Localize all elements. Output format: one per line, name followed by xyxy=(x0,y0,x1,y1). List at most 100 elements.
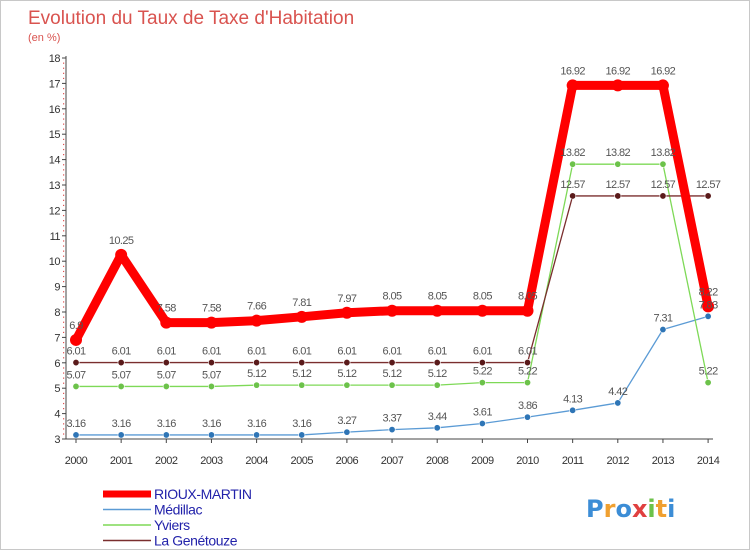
y-tick-label: 9 xyxy=(54,282,60,294)
y-minor-tick xyxy=(63,321,65,323)
y-minor-tick xyxy=(63,199,65,201)
data-point xyxy=(433,381,441,389)
data-point xyxy=(295,310,308,323)
y-tick-label: 15 xyxy=(49,129,61,141)
logo-letter: t xyxy=(656,495,667,523)
y-minor-tick xyxy=(63,402,65,405)
y-tick-label: 14 xyxy=(49,155,61,167)
x-tick-label: 2014 xyxy=(697,455,720,467)
data-point xyxy=(253,431,261,439)
y-minor-tick xyxy=(63,169,65,171)
data-label: 7.97 xyxy=(337,293,356,305)
y-minor-tick xyxy=(63,164,65,166)
y-minor-tick xyxy=(63,255,65,257)
y-minor-tick xyxy=(63,250,65,252)
data-point xyxy=(162,359,170,367)
data-point xyxy=(72,359,80,367)
logo-letter: i xyxy=(647,495,655,523)
data-label: 6.9 xyxy=(69,320,83,332)
x-tick-label: 2000 xyxy=(65,455,88,467)
data-label: 12.57 xyxy=(696,179,721,191)
data-label: 5.12 xyxy=(247,368,266,380)
y-minor-tick xyxy=(63,397,65,400)
data-label: 3.61 xyxy=(473,407,492,419)
y-minor-tick xyxy=(63,377,65,379)
y-tick-label: 10 xyxy=(49,256,61,268)
data-label: 3.16 xyxy=(66,418,85,430)
data-point xyxy=(253,381,261,389)
data-point xyxy=(476,304,489,317)
data-point xyxy=(250,314,263,327)
data-point xyxy=(523,359,531,367)
data-label: 3.16 xyxy=(292,418,311,430)
data-point xyxy=(117,382,125,390)
data-label: 6.01 xyxy=(112,346,131,358)
data-point xyxy=(521,304,534,317)
data-label: 5.12 xyxy=(383,368,402,380)
data-label: 13.82 xyxy=(606,147,631,159)
data-label: 6.01 xyxy=(518,346,537,358)
data-label: 12.57 xyxy=(560,179,585,191)
data-point xyxy=(343,381,351,389)
x-tick-label: 2011 xyxy=(562,455,584,467)
y-tick-label: 6 xyxy=(54,358,60,370)
data-point xyxy=(523,413,531,421)
y-minor-tick xyxy=(63,296,65,298)
x-tick-label: 2010 xyxy=(516,455,539,467)
data-point xyxy=(478,420,486,428)
data-point xyxy=(207,359,215,367)
x-tick-label: 2004 xyxy=(245,455,268,467)
y-tick-label: 13 xyxy=(49,180,61,192)
data-point xyxy=(117,431,125,439)
x-tick-label: 2012 xyxy=(607,455,630,467)
data-label: 7.31 xyxy=(653,313,672,325)
y-minor-tick xyxy=(63,128,65,130)
y-minor-tick xyxy=(63,113,65,115)
y-minor-tick xyxy=(63,87,65,90)
data-point xyxy=(478,379,486,387)
series-2 xyxy=(72,160,712,390)
data-label: 13.82 xyxy=(651,147,676,159)
data-label: 16.92 xyxy=(651,65,676,77)
legend-label: La Genétouze xyxy=(154,533,238,549)
data-point xyxy=(704,379,712,387)
data-point xyxy=(614,160,622,168)
data-point xyxy=(659,160,667,168)
data-label: 7.81 xyxy=(292,297,311,309)
logo-letter: P xyxy=(586,495,604,523)
y-minor-tick xyxy=(63,408,65,410)
data-label: 7.83 xyxy=(699,299,718,311)
x-tick-label: 2013 xyxy=(652,455,675,467)
data-point xyxy=(72,431,80,439)
y-minor-tick xyxy=(63,331,65,334)
data-label: 3.16 xyxy=(112,418,131,430)
y-tick-label: 11 xyxy=(50,231,61,243)
y-minor-tick xyxy=(63,433,65,435)
x-tick-label: 2003 xyxy=(200,455,223,467)
data-point xyxy=(253,359,261,367)
data-label: 3.16 xyxy=(247,418,266,430)
y-minor-tick xyxy=(63,62,65,64)
data-label: 10.25 xyxy=(109,235,134,247)
data-label: 13.82 xyxy=(560,147,585,159)
data-label: 3.16 xyxy=(202,418,221,430)
data-point xyxy=(569,192,577,200)
data-label: 3.37 xyxy=(383,413,402,425)
data-label: 6.01 xyxy=(383,346,402,358)
y-minor-tick xyxy=(63,382,65,384)
y-minor-tick xyxy=(63,77,65,80)
y-tick-label: 12 xyxy=(49,205,61,217)
data-point xyxy=(433,359,441,367)
data-point xyxy=(523,379,531,387)
proxiti-logo: Proxiti xyxy=(586,495,675,523)
y-minor-tick xyxy=(63,357,65,359)
data-point xyxy=(343,428,351,436)
data-point xyxy=(614,399,622,407)
data-label: 6.01 xyxy=(66,346,85,358)
y-minor-tick xyxy=(63,138,65,140)
y-minor-tick xyxy=(63,347,65,349)
y-minor-tick xyxy=(63,179,65,181)
data-label: 3.86 xyxy=(518,400,537,412)
